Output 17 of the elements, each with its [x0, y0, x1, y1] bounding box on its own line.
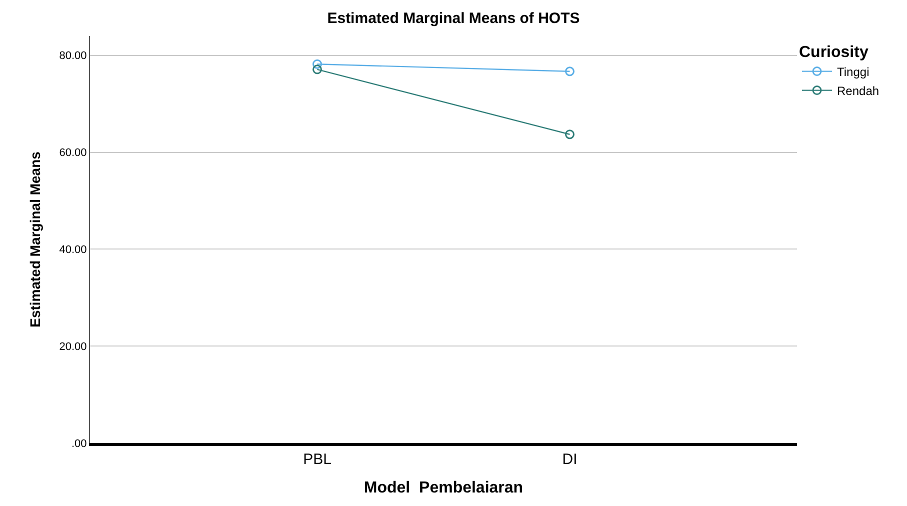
x-tick-label: DI [562, 451, 578, 468]
y-tick-label: 80.00 [59, 50, 87, 62]
legend-label: Tinggi [837, 64, 870, 79]
point [565, 130, 574, 140]
y-tick-label: 60.00 [59, 147, 87, 160]
y-tick-label: 20.00 [59, 340, 87, 353]
legend-label: Rendah [837, 84, 880, 98]
y-axis-title: Estimated Marginal Means [26, 151, 43, 328]
y-tick-label: .00 [72, 438, 87, 450]
x-axis-title: Model Pembelaiaran [364, 480, 524, 497]
point [312, 64, 322, 74]
x-tick-label: PBL [303, 451, 332, 468]
legend-title: Curiosity [799, 44, 868, 61]
point [312, 59, 322, 69]
chart-title: Estimated Marginal Means of HOTS [327, 10, 580, 28]
y-tick-label: 40.00 [59, 244, 87, 256]
point [565, 66, 574, 76]
